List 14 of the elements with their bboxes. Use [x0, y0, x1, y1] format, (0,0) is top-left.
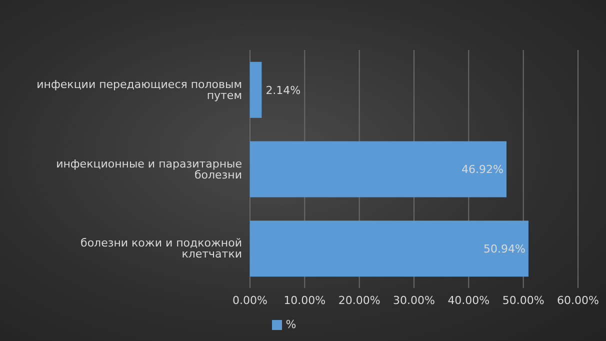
data-label: 50.94% [484, 242, 526, 256]
x-tick-label: 0.00% [232, 294, 268, 307]
data-label: 46.92% [462, 163, 504, 176]
x-tick-label: 10.00% [284, 294, 326, 307]
x-tick-label: 40.00% [448, 294, 490, 307]
legend-label: % [286, 318, 296, 331]
x-tick-label: 30.00% [393, 294, 435, 307]
y-tick-label: инфекционные и паразитарные болезни [56, 157, 242, 182]
x-tick-label: 50.00% [502, 294, 544, 307]
x-tick-label: 60.00% [557, 294, 599, 307]
data-label: 2.14% [266, 84, 301, 97]
y-tick-label: болезни кожи и подкожной клетчатки [80, 236, 242, 261]
x-tick-label: 20.00% [338, 294, 380, 307]
y-tick-label: инфекции передающиеся половым путем [36, 78, 242, 102]
